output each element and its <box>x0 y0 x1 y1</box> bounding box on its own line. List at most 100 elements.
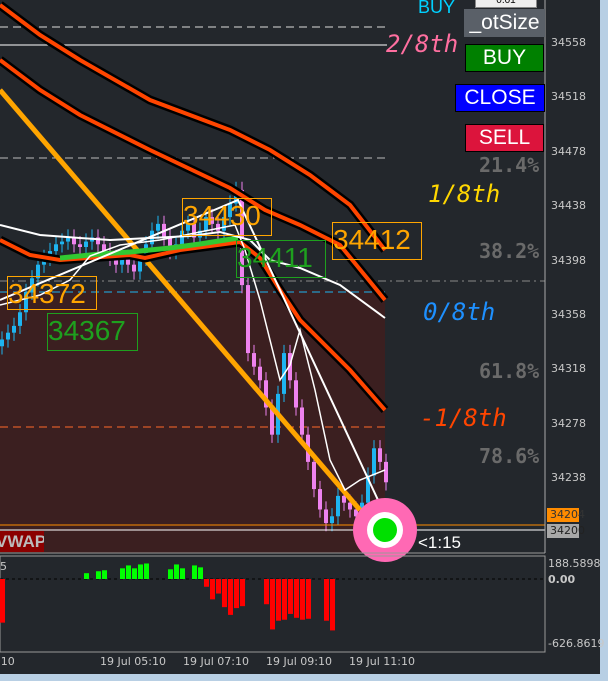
band-mid <box>0 58 387 302</box>
histogram-bar <box>240 579 245 607</box>
candle <box>216 223 220 231</box>
price-tick: 34438 <box>551 199 586 213</box>
close-button[interactable]: CLOSE <box>455 84 545 112</box>
time-tick: 19 Jul 11:10 <box>349 655 415 668</box>
window-border <box>0 674 608 681</box>
lot-size-button[interactable]: _otSize <box>464 9 545 37</box>
candle <box>210 217 214 224</box>
band-upper <box>0 3 387 252</box>
sell-button[interactable]: SELL <box>465 124 544 152</box>
histogram-bar <box>96 571 101 579</box>
candle <box>30 278 34 292</box>
histogram-bar <box>174 564 179 579</box>
candle <box>324 509 328 524</box>
histogram-bar <box>234 579 239 609</box>
trend-line <box>0 88 362 512</box>
histogram-bar <box>120 568 125 579</box>
price-tick: 34278 <box>551 416 586 430</box>
candle <box>120 257 124 265</box>
price-tick: 34318 <box>551 362 586 376</box>
histogram-bar <box>192 565 197 579</box>
lot-input[interactable]: 0.01 <box>475 0 537 8</box>
subwindow-frame <box>0 555 546 653</box>
price-box: 34372 <box>7 276 97 310</box>
histogram-bar <box>198 567 203 579</box>
murrey-minus-1-8: -1/8th <box>420 404 507 432</box>
candle <box>96 237 100 245</box>
price-box: 34411 <box>236 240 326 278</box>
price-line <box>0 224 386 492</box>
candle <box>18 312 22 326</box>
candle <box>312 461 316 490</box>
candle <box>102 244 106 252</box>
candle <box>156 223 160 231</box>
candle <box>336 495 340 517</box>
candle <box>372 448 376 476</box>
candle <box>222 217 226 231</box>
candle <box>78 244 82 247</box>
histogram-bar <box>288 579 293 614</box>
histogram-bar <box>84 573 89 579</box>
candle <box>204 217 208 231</box>
vwap-label: VWAP <box>0 531 44 552</box>
histogram <box>0 563 335 631</box>
candle <box>114 257 118 265</box>
ask-tag <box>547 508 579 522</box>
candle <box>264 380 268 408</box>
histogram-bar <box>276 579 281 621</box>
histogram-bar <box>138 564 143 579</box>
candle <box>342 495 346 503</box>
candle <box>252 353 256 367</box>
murrey-1-8: 1/8th <box>428 180 501 208</box>
signal-dot <box>373 518 397 542</box>
time-tick: 19 Jul 05:10 <box>100 655 166 668</box>
price-tick: 34238 <box>551 471 586 485</box>
price-box: 34367 <box>47 313 138 351</box>
murrey-0-8: 0/8th <box>423 298 496 326</box>
candle <box>228 203 232 218</box>
candle <box>378 448 382 462</box>
histogram-bar <box>126 565 131 579</box>
candle <box>294 380 298 408</box>
candle <box>192 223 196 238</box>
price-tick: 34398 <box>551 253 586 267</box>
histogram-bar <box>132 568 137 579</box>
price-tick: 34358 <box>551 308 586 321</box>
buy-button[interactable]: BUY <box>465 44 544 72</box>
candle <box>36 264 40 279</box>
buy-hidden-label: BUY <box>418 0 456 17</box>
histogram-bar <box>282 579 287 620</box>
hist-tick-min: -626.8619 <box>548 637 605 650</box>
candle <box>300 407 304 435</box>
histogram-bar <box>270 579 275 630</box>
candle <box>384 461 388 483</box>
candle <box>288 353 292 381</box>
histogram-bar <box>306 579 311 619</box>
candle <box>366 475 370 503</box>
candle <box>348 502 352 510</box>
candle <box>6 332 10 340</box>
hist-tick-max: 188.5898 <box>548 557 601 570</box>
bid-tag <box>547 524 579 538</box>
hist-tick-zero: 0.00 <box>548 573 576 586</box>
candle <box>138 257 142 272</box>
histogram-bar <box>294 579 299 618</box>
fib-21-4: 21.4% <box>479 153 540 177</box>
time-tick: 19 Jul 07:10 <box>183 655 249 668</box>
bar-countdown: <1:15 <box>418 533 462 552</box>
candle <box>54 244 58 252</box>
histogram-bar <box>210 579 215 600</box>
candle <box>330 516 334 524</box>
candle <box>0 339 4 347</box>
histogram-bar <box>216 579 221 594</box>
candle <box>24 291 28 313</box>
candle <box>84 241 88 247</box>
histogram-bar <box>0 579 5 623</box>
band-lower <box>0 238 387 412</box>
histogram-bar <box>228 579 233 615</box>
candle <box>126 257 130 265</box>
ma-white <box>0 224 386 319</box>
candle <box>354 509 358 517</box>
